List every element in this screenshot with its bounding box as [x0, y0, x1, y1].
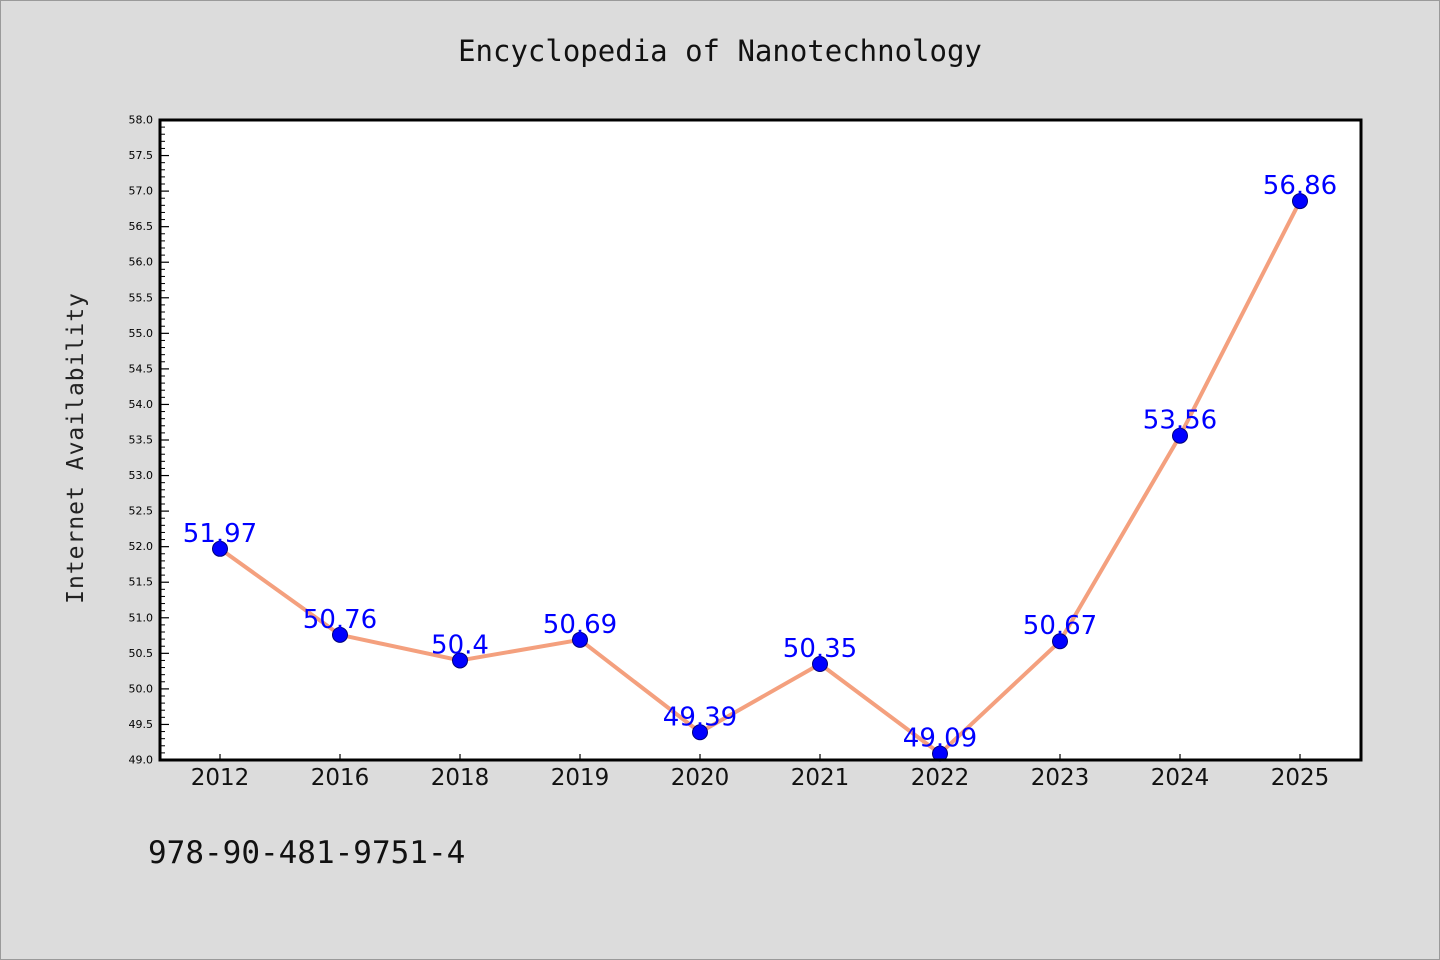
data-label: 51.97 [183, 519, 257, 549]
y-tick-label: 54.5 [129, 362, 154, 375]
data-point [692, 724, 708, 741]
data-point [212, 540, 228, 557]
data-point [812, 656, 828, 672]
y-tick-label: 52.5 [129, 505, 154, 518]
x-tick-label: 2021 [791, 765, 850, 791]
y-tick-label: 57.5 [129, 149, 154, 162]
y-tick-label: 50.0 [129, 682, 154, 695]
y-tick-label: 57.0 [129, 185, 154, 198]
data-point [572, 631, 588, 648]
x-tick-label: 2025 [1271, 765, 1330, 791]
data-point [1052, 633, 1068, 650]
x-tick-label: 2022 [911, 765, 970, 791]
x-tick-label: 2012 [191, 765, 250, 791]
chart-title: Encyclopedia of Nanotechnology [458, 34, 982, 68]
data-label: 50.35 [783, 634, 857, 664]
data-label: 49.39 [663, 702, 737, 732]
data-point [1172, 427, 1188, 444]
y-tick-label: 53.5 [129, 434, 154, 447]
y-tick-label: 58.0 [129, 114, 154, 127]
data-label: 50.67 [1023, 611, 1097, 641]
x-tick-label: 2023 [1031, 765, 1090, 791]
data-label: 56.86 [1263, 171, 1337, 201]
y-tick-label: 50.5 [129, 647, 154, 660]
y-tick-label: 53.0 [129, 469, 154, 482]
data-labels: 51.97 50.76 50.4 50.69 49.39 50.35 49.09 50.67 5… [183, 171, 1337, 754]
series-line [218, 199, 1302, 756]
data-label: 50.4 [431, 630, 489, 660]
x-tick-label: 2016 [311, 765, 370, 791]
y-tick-label: 55.5 [129, 291, 154, 304]
plot-area [160, 120, 1361, 760]
y-tick-label: 56.5 [129, 220, 154, 233]
y-tick-label: 52.0 [129, 540, 154, 553]
data-point [332, 626, 348, 643]
data-label: 50.69 [543, 610, 617, 640]
x-tick-label: 2020 [671, 765, 730, 791]
data-point [452, 652, 468, 669]
x-tick-label: 2018 [431, 765, 490, 791]
x-tick-label: 2024 [1151, 765, 1210, 791]
y-tick-label: 51.5 [129, 576, 154, 589]
y-tick-label: 49.5 [129, 718, 154, 731]
x-axis: 2012 2016 2018 2019 2020 2021 2022 2023 2024 2025 [191, 754, 1330, 791]
data-label: 50.76 [303, 605, 377, 635]
data-markers [212, 193, 1308, 762]
plot-border [158, 118, 1363, 762]
x-tick-label: 2019 [551, 765, 610, 791]
y-tick-label: 54.0 [129, 398, 154, 411]
y-tick-label: 55.0 [129, 327, 154, 340]
data-label: 49.09 [903, 724, 977, 754]
y-tick-label: 56.0 [129, 256, 154, 269]
isbn-text: 978-90-481-9751-4 [148, 835, 466, 871]
y-tick-label: 51.0 [129, 611, 154, 624]
data-label: 53.56 [1143, 406, 1217, 436]
y-tick-label: 49.0 [129, 754, 154, 767]
data-point [1292, 193, 1308, 210]
